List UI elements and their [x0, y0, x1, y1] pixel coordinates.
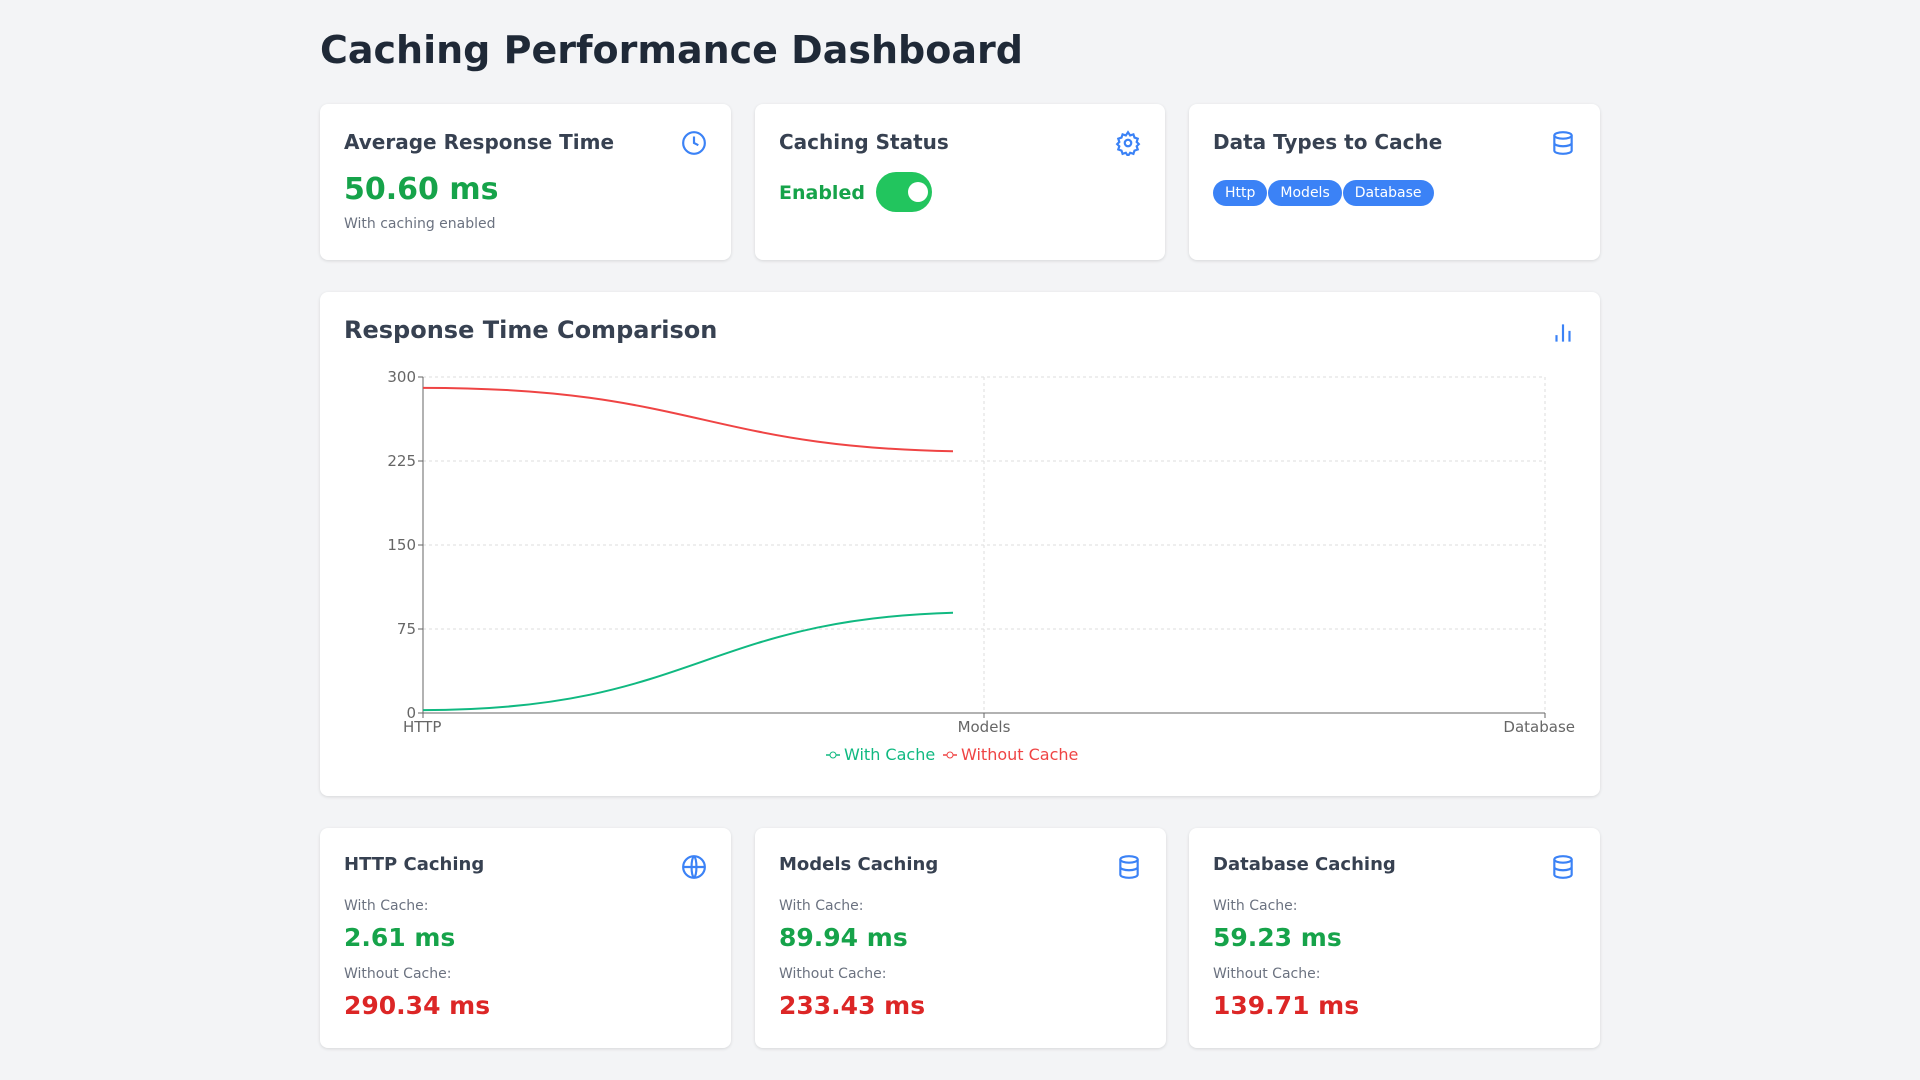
without-cache-label: Without Cache:: [779, 966, 887, 982]
database-icon: [1553, 855, 1573, 879]
y-tick-label: 225: [387, 452, 416, 470]
with-cache-value: 89.94 ms: [779, 923, 908, 952]
x-tick-label: Models: [958, 718, 1011, 736]
y-tick-label: 300: [387, 368, 416, 386]
legend-item: Without Cache: [961, 745, 1078, 764]
legend-marker-icon: [829, 751, 837, 759]
series-line-with-cache: [423, 611, 953, 712]
x-tick-label: HTTP: [403, 718, 441, 736]
page-title: Caching Performance Dashboard: [320, 28, 1023, 72]
without-cache-value: 233.43 ms: [779, 991, 926, 1020]
detail-card: Database Caching With Cache: 59.23 ms Wi…: [1189, 828, 1600, 1048]
with-cache-value: 59.23 ms: [1213, 923, 1342, 952]
without-cache-value: 139.71 ms: [1213, 991, 1360, 1020]
detail-card: HTTP Caching With Cache: 2.61 ms Without…: [320, 828, 731, 1048]
with-cache-label: With Cache:: [344, 898, 429, 914]
chart-card: Response Time Comparison: [320, 292, 1600, 796]
y-tick-label: 75: [397, 620, 416, 638]
card-title: Database Caching: [1213, 854, 1396, 875]
avg-response-card: Average Response Time 50.60 ms With cach…: [320, 104, 731, 260]
globe-icon: [682, 855, 706, 879]
database-icon: [1553, 131, 1573, 155]
y-tick-label: 150: [387, 536, 416, 554]
data-types-card: Data Types to Cache Http Models Database: [1189, 104, 1600, 260]
without-cache-label: Without Cache:: [1213, 966, 1321, 982]
detail-card: Models Caching With Cache: 89.94 ms With…: [755, 828, 1166, 1048]
x-tick-label: Database: [1503, 718, 1575, 736]
type-badge-database[interactable]: Database: [1342, 180, 1434, 206]
without-cache-value: 290.34 ms: [344, 991, 491, 1020]
avg-value: 50.60 ms: [344, 172, 499, 207]
clock-icon: [682, 131, 706, 155]
bar-chart-icon: [1555, 324, 1571, 342]
type-badge-models[interactable]: Models: [1268, 180, 1342, 206]
caching-toggle[interactable]: [876, 172, 932, 212]
series-line-without-cache: [423, 386, 953, 453]
caching-status-card: Caching Status Enabled: [755, 104, 1165, 260]
without-cache-label: Without Cache:: [344, 966, 452, 982]
card-title: Models Caching: [779, 854, 939, 875]
card-title: Caching Status: [779, 130, 949, 154]
card-title: HTTP Caching: [344, 854, 485, 875]
legend-item: With Cache: [844, 745, 935, 764]
status-label: Enabled: [779, 182, 865, 204]
with-cache-label: With Cache:: [779, 898, 864, 914]
card-title: Data Types to Cache: [1213, 130, 1443, 154]
legend-marker-icon: [946, 751, 954, 759]
with-cache-label: With Cache:: [1213, 898, 1298, 914]
avg-note: With caching enabled: [344, 216, 496, 232]
type-badge-http[interactable]: Http: [1213, 180, 1268, 206]
with-cache-value: 2.61 ms: [344, 923, 456, 952]
gear-icon: [1115, 130, 1141, 156]
y-tick-label: 0: [406, 704, 416, 722]
database-icon: [1119, 855, 1139, 879]
chart-title: Response Time Comparison: [344, 316, 718, 344]
card-title: Average Response Time: [344, 130, 615, 154]
